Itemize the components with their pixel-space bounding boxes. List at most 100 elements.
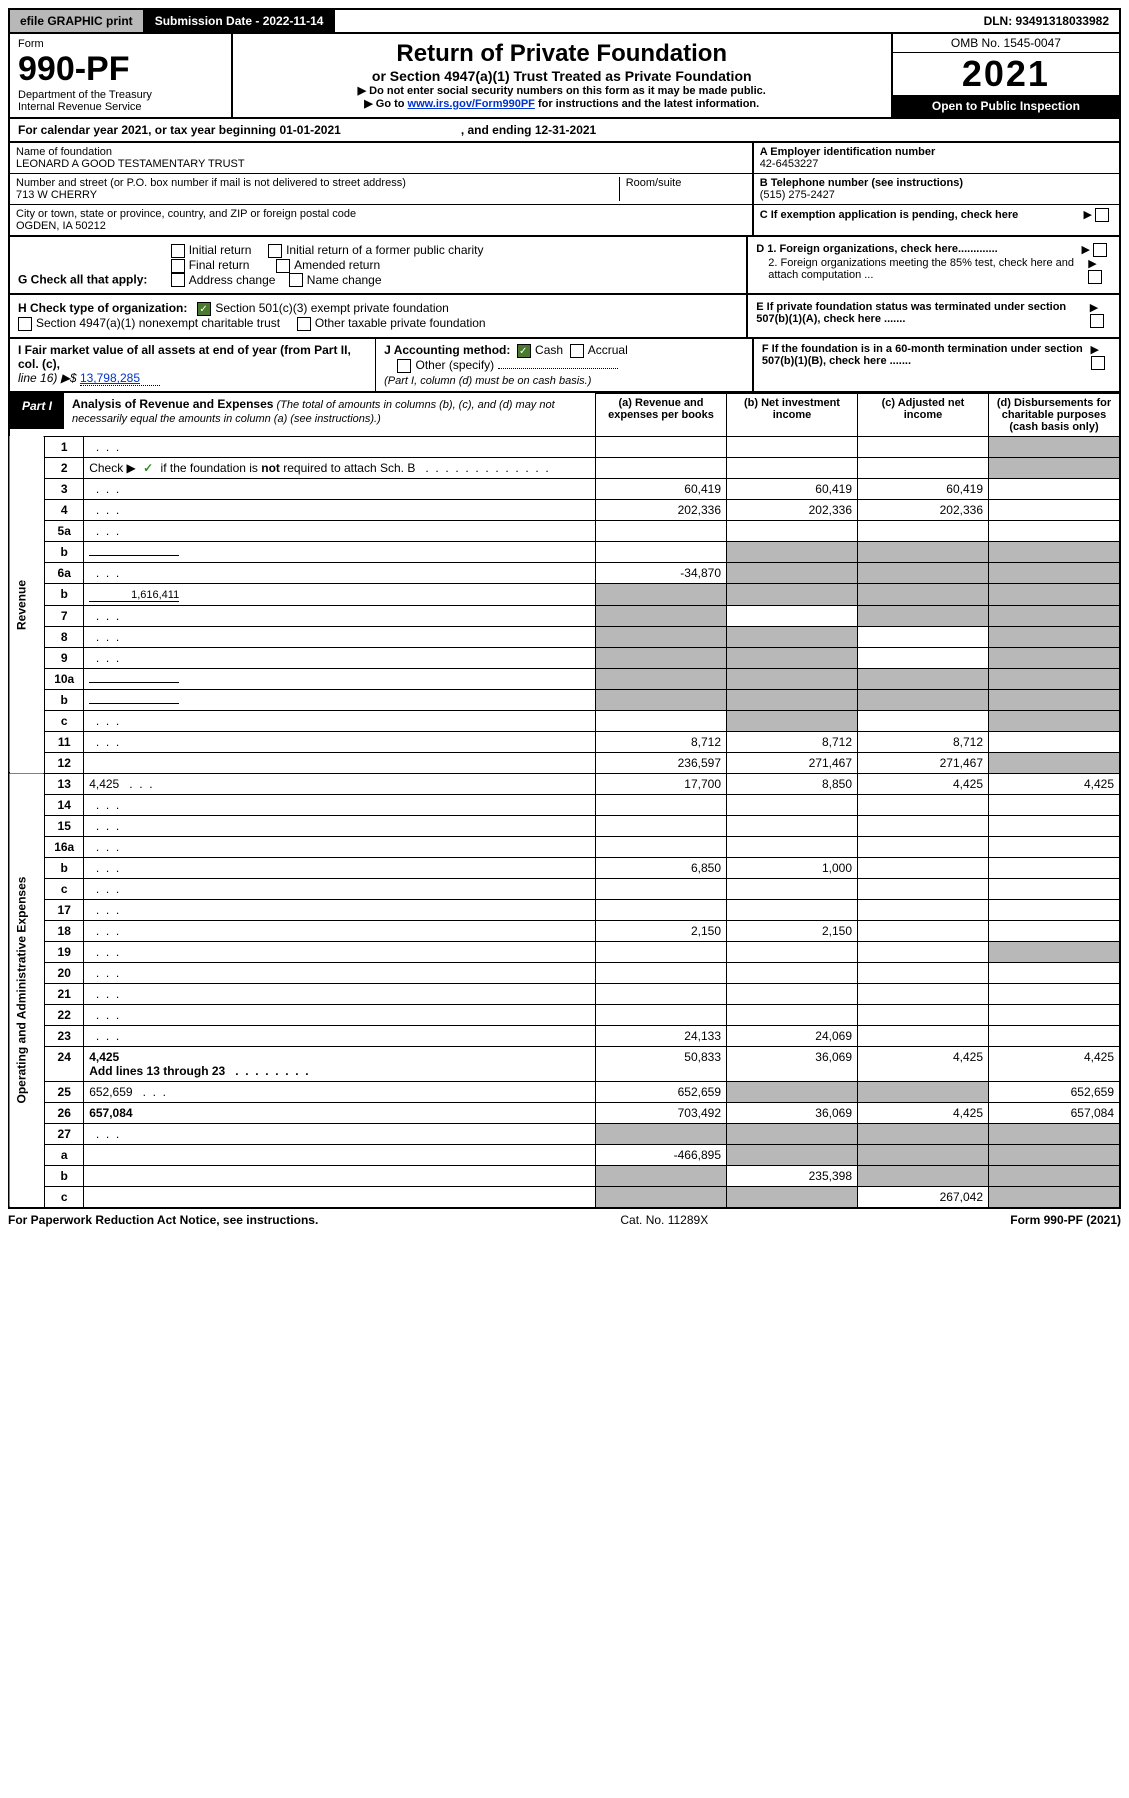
table-row: b . . .6,8501,000	[9, 857, 1120, 878]
g-initial-return: Initial return	[189, 243, 252, 257]
cell-c	[858, 1165, 989, 1186]
d1-checkbox[interactable]	[1093, 243, 1107, 257]
ein-value: 42-6453227	[760, 158, 1113, 170]
j-accrual-cb[interactable]	[570, 344, 584, 358]
g-amended-cb[interactable]	[276, 259, 290, 273]
line-number: a	[45, 1144, 84, 1165]
cell-b	[727, 520, 858, 541]
form-number: 990-PF	[18, 50, 223, 89]
table-row: 27 . . .	[9, 1123, 1120, 1144]
line-number: 26	[45, 1102, 84, 1123]
j-other-cb[interactable]	[397, 359, 411, 373]
cell-b	[727, 1004, 858, 1025]
g-initial-former-cb[interactable]	[268, 244, 282, 258]
line-number: c	[45, 710, 84, 731]
table-row: 10a	[9, 668, 1120, 689]
cell-c	[858, 668, 989, 689]
cell-c	[858, 857, 989, 878]
cell-a: 8,712	[596, 731, 727, 752]
g-final-cb[interactable]	[171, 259, 185, 273]
cell-b: 235,398	[727, 1165, 858, 1186]
cell-c	[858, 1004, 989, 1025]
g-address-cb[interactable]	[171, 273, 185, 287]
submission-date: Submission Date - 2022-11-14	[145, 10, 336, 32]
cell-d	[989, 731, 1121, 752]
f-checkbox[interactable]	[1091, 356, 1105, 370]
h-other-cb[interactable]	[297, 317, 311, 331]
cell-d: 4,425	[989, 1046, 1121, 1081]
g-initial-return-cb[interactable]	[171, 244, 185, 258]
cell-d	[989, 478, 1121, 499]
cell-b	[727, 962, 858, 983]
cell-b	[727, 436, 858, 457]
line-number: 5a	[45, 520, 84, 541]
form-header: Form 990-PF Department of the Treasury I…	[8, 34, 1121, 119]
cell-a: 202,336	[596, 499, 727, 520]
col-d-header: (d) Disbursements for charitable purpose…	[989, 393, 1121, 436]
table-row: 7 . . .	[9, 605, 1120, 626]
line-number: b	[45, 541, 84, 562]
cell-a: 24,133	[596, 1025, 727, 1046]
line-description: . . .	[84, 436, 596, 457]
line-description: . . .	[84, 857, 596, 878]
table-row: 4 . . .202,336202,336202,336	[9, 499, 1120, 520]
d2-checkbox[interactable]	[1088, 270, 1102, 284]
cell-a: 236,597	[596, 752, 727, 773]
cal-year-begin: For calendar year 2021, or tax year begi…	[18, 123, 341, 137]
cell-a	[596, 1186, 727, 1208]
h-4947-cb[interactable]	[18, 317, 32, 331]
city-state-zip: OGDEN, IA 50212	[16, 220, 746, 232]
cell-a	[596, 878, 727, 899]
omb-number: OMB No. 1545-0047	[893, 34, 1119, 53]
table-row: 5a . . .	[9, 520, 1120, 541]
e-checkbox[interactable]	[1090, 314, 1104, 328]
phone-label: B Telephone number (see instructions)	[760, 177, 1113, 189]
cell-a	[596, 794, 727, 815]
form-subtitle: or Section 4947(a)(1) Trust Treated as P…	[239, 68, 885, 84]
g-final: Final return	[189, 258, 250, 272]
line-number: 7	[45, 605, 84, 626]
i-fmv-value[interactable]: 13,798,285	[80, 371, 160, 386]
cell-c	[858, 647, 989, 668]
cell-b: 8,712	[727, 731, 858, 752]
instructions-link[interactable]: www.irs.gov/Form990PF	[408, 98, 535, 110]
table-row: 12236,597271,467271,467	[9, 752, 1120, 773]
cell-d	[989, 541, 1121, 562]
city-label: City or town, state or province, country…	[16, 208, 746, 220]
cell-b	[727, 562, 858, 583]
cell-c	[858, 626, 989, 647]
cell-d	[989, 605, 1121, 626]
line-number: b	[45, 689, 84, 710]
footer-right: Form Form 990-PF (2021)990-PF (2021)	[1010, 1213, 1121, 1227]
cell-a	[596, 541, 727, 562]
h-501c3-cb[interactable]	[197, 302, 211, 316]
col-b-header: (b) Net investment income	[727, 393, 858, 436]
cell-d	[989, 794, 1121, 815]
exempt-pending-checkbox[interactable]	[1095, 208, 1109, 222]
name-label: Name of foundation	[16, 146, 746, 158]
line-number: 6a	[45, 562, 84, 583]
cell-a	[596, 605, 727, 626]
line-description: . . .	[84, 836, 596, 857]
info-grid: Name of foundation LEONARD A GOOD TESTAM…	[8, 143, 1121, 237]
line-number: 2	[45, 457, 84, 478]
cell-b	[727, 1144, 858, 1165]
cell-d	[989, 583, 1121, 605]
goto-suffix: for instructions and the latest informat…	[535, 98, 759, 110]
i-j-f-block: I Fair market value of all assets at end…	[8, 339, 1121, 393]
table-row: 8 . . .	[9, 626, 1120, 647]
goto-prefix: Go to	[364, 98, 407, 110]
line-number: 13	[45, 773, 84, 794]
h-501c3: Section 501(c)(3) exempt private foundat…	[215, 301, 448, 315]
footer-left: For Paperwork Reduction Act Notice, see …	[8, 1213, 318, 1227]
cell-d	[989, 752, 1121, 773]
g-name-cb[interactable]	[289, 273, 303, 287]
table-row: 11 . . .8,7128,7128,712	[9, 731, 1120, 752]
cell-a	[596, 668, 727, 689]
line-number: 1	[45, 436, 84, 457]
part1-table: Part I Analysis of Revenue and Expenses …	[8, 393, 1121, 1209]
cell-c	[858, 836, 989, 857]
table-row: Operating and Administrative Expenses134…	[9, 773, 1120, 794]
j-cash-cb[interactable]	[517, 344, 531, 358]
cell-d	[989, 836, 1121, 857]
